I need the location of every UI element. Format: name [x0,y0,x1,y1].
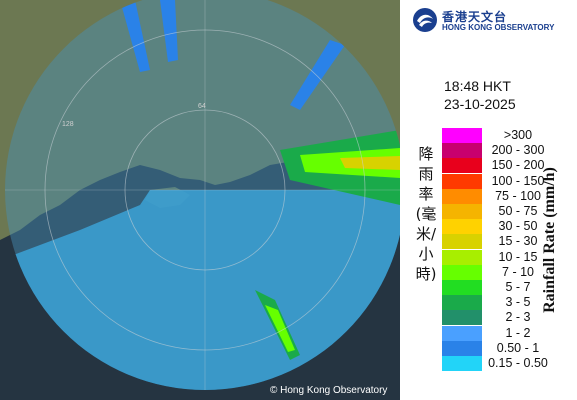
legend-row: >300 [442,128,572,143]
legend-row: 200 - 300 [442,143,572,159]
rain-streak-northeast [290,40,345,110]
legend-range-label: 1 - 2 [505,325,531,340]
legend-swatch [442,264,482,280]
legend-swatch [442,310,482,326]
legend-range-label: 3 - 5 [505,295,531,310]
legend-row: 2 - 3 [442,310,572,326]
legend-swatch [442,143,482,159]
legend-row: 100 - 150 [442,173,572,189]
legend-range-label: 100 - 150 [491,173,545,188]
legend-swatch [442,295,482,311]
legend-swatch [442,204,482,219]
legend-swatch [442,128,482,143]
legend-row: 30 - 50 [442,219,572,235]
legend-row: 5 - 7 [442,280,572,295]
legend-swatch [442,325,482,341]
legend-row: 7 - 10 [442,264,572,280]
legend-row: 1 - 2 [442,325,572,341]
logo-name-zh: 香港天文台 [442,10,508,24]
timestamp-date: 23-10-2025 [444,96,516,112]
legend-swatch [442,219,482,235]
legend-range-label: 0.50 - 1 [496,340,540,355]
legend-row: 10 - 15 [442,249,572,265]
legend-range-label: 200 - 300 [491,143,545,158]
legend-swatch [442,356,482,371]
legend-swatch [442,173,482,189]
hko-logo-icon [413,8,437,32]
legend-swatch [442,280,482,295]
legend-range-label: 30 - 50 [498,219,538,234]
legend-range-label: 5 - 7 [505,280,531,294]
legend-row: 0.50 - 1 [442,340,572,356]
land-area [0,0,400,240]
timestamp-time: 18:48 HKT [444,78,511,94]
legend-swatch [442,340,482,356]
legend-range-label: >300 [503,128,533,142]
legend-range-label: 2 - 3 [505,310,531,325]
legend-row: 0.15 - 0.50 [442,356,572,371]
range-ring-label-inner: 64 [198,103,206,110]
legend-swatch [442,158,482,174]
legend-panel: 香港天文台 HONG KONG OBSERVATORY 18:48 HKT 23… [400,0,577,400]
rain-band-intense [340,156,400,170]
legend-row: 15 - 30 [442,234,572,250]
legend-range-label: 15 - 30 [498,234,538,249]
legend-range-label: 75 - 100 [495,188,541,203]
legend-swatch [442,249,482,265]
legend-row: 75 - 100 [442,188,572,204]
rain-streak-north-2 [160,0,178,62]
legend-range-label: 0.15 - 0.50 [488,356,548,370]
range-ring-label-outer: 128 [62,121,74,128]
legend-row: 3 - 5 [442,295,572,311]
legend-range-label: 50 - 75 [498,204,538,218]
copyright-text: © Hong Kong Observatory [270,385,388,396]
legend-title-zh: 降雨率(毫米/小時) [415,145,437,283]
legend-row: 50 - 75 [442,204,572,219]
legend-range-label: 7 - 10 [502,264,534,279]
legend-swatch [442,234,482,250]
legend-swatch [442,188,482,204]
legend-title-en: Rainfall Rate (mm/h) [541,167,558,313]
legend-range-label: 150 - 200 [491,158,545,173]
rain-field [5,190,400,390]
logo-name-en: HONG KONG OBSERVATORY [442,23,555,32]
legend-row: 150 - 200 [442,158,572,174]
legend-range-label: 10 - 15 [498,249,538,264]
rain-streak-north-1 [120,0,150,72]
radar-map: 64 128 [0,0,400,400]
rain-streak-south-heavy [265,305,295,352]
